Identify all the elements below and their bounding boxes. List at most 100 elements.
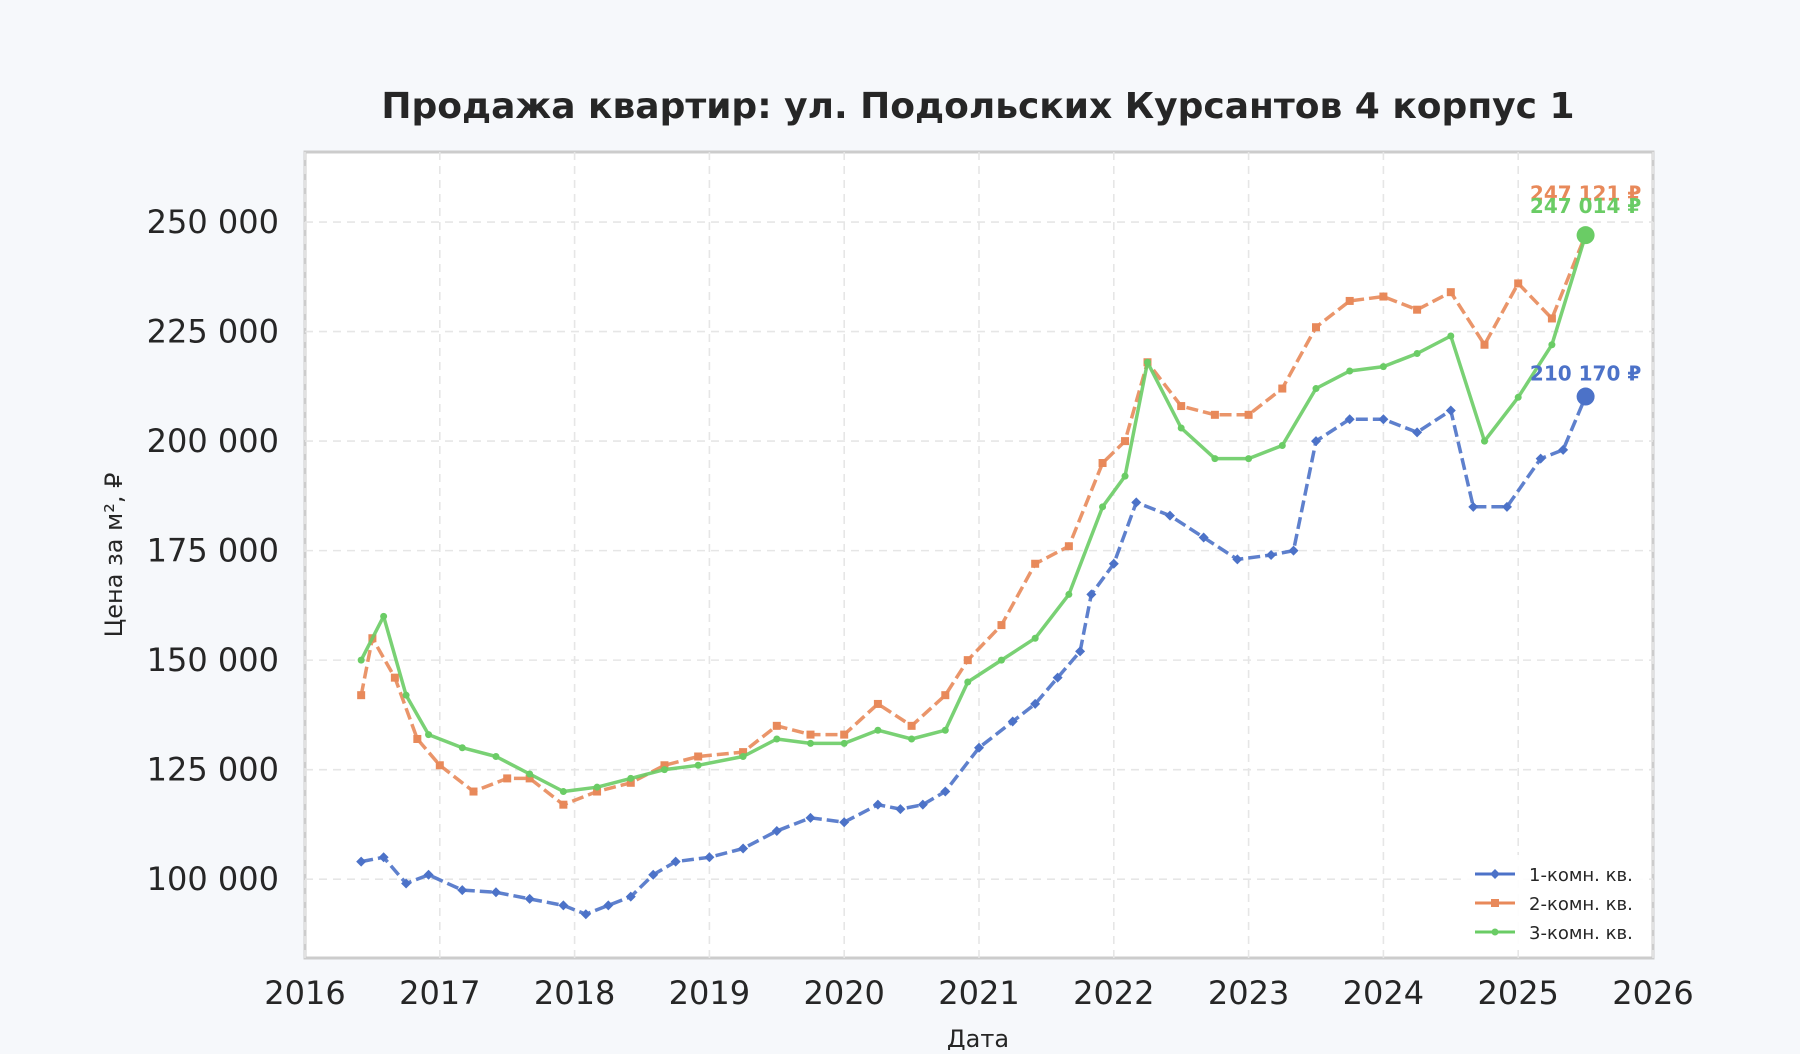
latest-value-label: 247 121 ₽ [1530,182,1641,206]
data-point [378,852,389,863]
series-line [360,395,1588,916]
data-point [1007,716,1018,727]
data-point [1177,424,1185,432]
data-point [1266,550,1277,560]
x-tick-label: 2026 [1612,974,1693,1012]
data-point [380,612,388,620]
y-tick-label: 200 000 [147,422,279,460]
grid-layer [304,152,1654,958]
data-point [492,753,500,760]
data-point [1030,698,1041,709]
data-point [1379,292,1388,301]
data-point [997,656,1005,664]
legend-label: 1-комн. кв. [1529,865,1633,886]
data-point [840,739,848,747]
data-point [694,752,703,761]
latest-value-label: 210 170 ₽ [1530,362,1641,386]
x-tick-label: 2018 [534,974,615,1012]
data-point [1346,367,1354,375]
data-point [413,734,422,743]
data-point [1031,559,1040,568]
data-point [908,735,916,743]
latest-value-label: 247 014 ₽ [1530,194,1641,218]
data-point [1378,414,1389,425]
data-point [872,799,883,810]
data-point [1514,393,1522,401]
data-point [964,678,972,686]
data-point [402,691,410,699]
data-point [694,761,702,769]
x-tick-label: 2020 [803,974,884,1012]
data-point [1232,554,1243,565]
data-point [1344,414,1355,425]
data-point [490,887,501,898]
data-point [1099,503,1107,511]
data-point [603,900,614,911]
data-point [525,774,534,783]
x-tick-label: 2016 [264,974,345,1012]
data-point [1312,323,1320,332]
y-tick-label: 125 000 [147,751,279,789]
data-point [940,786,951,797]
data-point [457,885,468,896]
data-point [1121,472,1129,480]
data-point [1548,341,1556,349]
x-tick-label: 2017 [399,974,480,1012]
data-point [648,869,659,880]
data-point [458,744,466,752]
data-point [1177,402,1186,411]
latest-value-dot [1576,226,1595,245]
y-tick-label: 150 000 [147,641,279,679]
data-point [738,843,749,854]
data-point [1501,501,1512,512]
data-point [1480,340,1489,349]
legend-marker [1490,869,1500,879]
x-tick-label: 2021 [938,974,1019,1012]
data-point [917,799,928,810]
data-point [1244,410,1253,419]
data-point [558,900,569,911]
x-tick-label: 2022 [1073,974,1154,1012]
data-point [580,909,591,920]
data-point [941,726,949,734]
data-point [390,673,399,682]
legend-item: 1-комн. кв. [1475,865,1633,886]
data-point [1535,453,1546,464]
data-point [356,856,367,867]
data-point [1064,542,1073,551]
legend-item: 2-комн. кв. [1475,894,1633,915]
data-point [1312,385,1320,393]
data-point [839,817,850,828]
data-point [1547,314,1556,323]
data-point [1198,532,1209,543]
data-point [1481,437,1488,445]
data-point [772,721,781,730]
data-point [423,869,434,880]
data-point [739,748,748,757]
plot-area [303,150,1655,960]
x-tick-label: 2024 [1343,974,1424,1012]
data-point [593,787,602,796]
data-point [1446,288,1455,297]
y-tick-label: 100 000 [147,860,279,898]
data-point [357,691,366,700]
data-point [1075,646,1086,657]
series-2 [357,230,1590,809]
data-point [974,742,984,753]
data-point [1288,545,1299,556]
data-point [1031,634,1039,642]
data-point [625,891,636,902]
data-point [1211,455,1219,463]
data-point [1447,332,1455,340]
data-point [997,621,1006,630]
data-point [1412,427,1423,438]
data-point [963,656,972,665]
data-point [1210,410,1219,419]
data-point [1468,501,1479,512]
data-point [1278,441,1286,449]
data-point [1144,358,1151,366]
data-point [401,878,412,889]
data-point [907,721,916,730]
